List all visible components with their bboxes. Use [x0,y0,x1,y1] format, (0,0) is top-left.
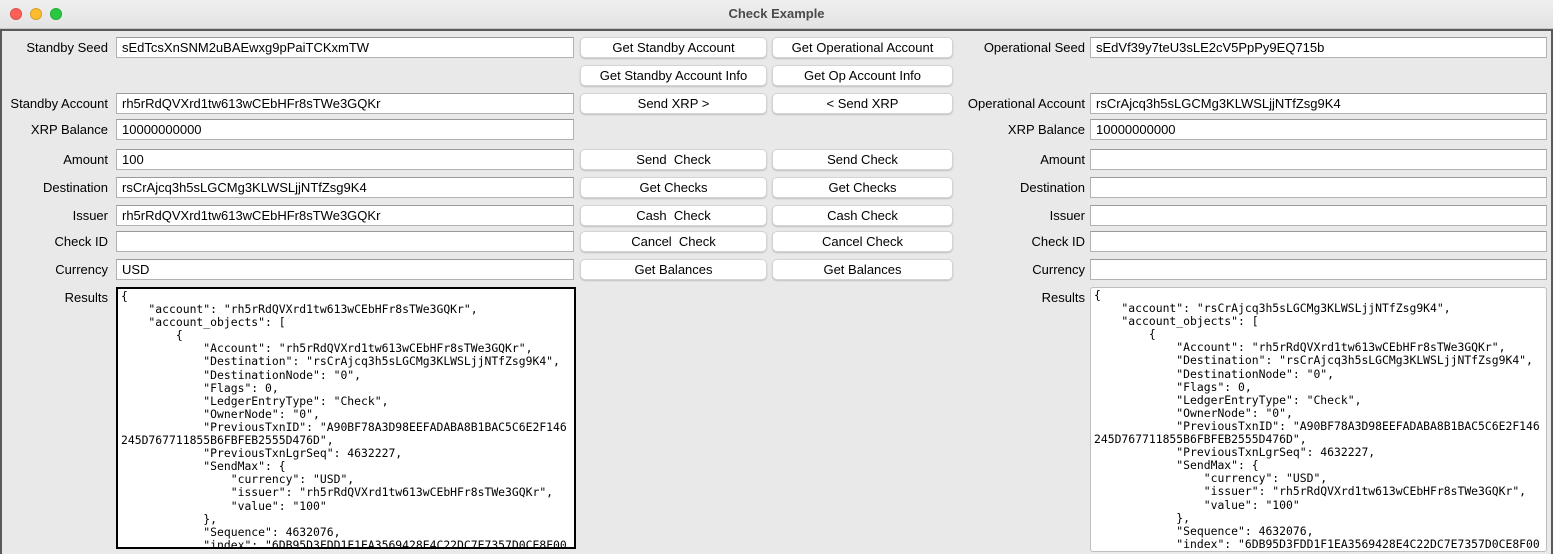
standby-xrp-balance-label: XRP Balance [30,122,108,137]
get-op-account-info-button[interactable]: Get Op Account Info [772,65,953,86]
standby-account-label: Standby Account [10,96,108,111]
operational-seed-label: Operational Seed [983,40,1085,55]
op-cancel-check-button[interactable]: Cancel Check [772,231,953,252]
titlebar: Check Example [0,0,1553,29]
op-cash-check-button[interactable]: Cash Check [772,205,953,226]
operational-check-id-input[interactable] [1090,231,1547,252]
operational-xrp-balance-label: XRP Balance [1007,122,1085,137]
send-xrp-left-button[interactable]: < Send XRP [772,93,953,114]
standby-issuer-label: Issuer [72,208,108,223]
standby-amount-label: Amount [63,152,108,167]
standby-seed-input[interactable] [116,37,574,58]
operational-results-label: Results [1041,290,1085,305]
minimize-button[interactable] [30,8,42,20]
get-operational-account-button[interactable]: Get Operational Account [772,37,953,58]
standby-get-checks-button[interactable]: Get Checks [580,177,767,198]
standby-get-balances-button[interactable]: Get Balances [580,259,767,280]
operational-currency-label: Currency [1032,262,1085,277]
operational-account-label: Operational Account [967,96,1085,111]
standby-send-check-button[interactable]: Send Check [580,149,767,170]
send-xrp-right-button[interactable]: Send XRP > [580,93,767,114]
operational-issuer-label: Issuer [1049,208,1085,223]
operational-amount-label: Amount [1040,152,1085,167]
operational-results-textarea[interactable]: { "account": "rsCrAjcq3h5sLGCMg3KLWSLjjN… [1090,287,1547,552]
operational-issuer-input[interactable] [1090,205,1547,226]
standby-destination-input[interactable] [116,177,574,198]
standby-results-text: { "account": "rh5rRdQVXrd1tw613wCEbHFr8s… [121,289,567,549]
close-button[interactable] [10,8,22,20]
operational-currency-input[interactable] [1090,259,1547,280]
standby-results-label: Results [64,290,108,305]
operational-check-id-label: Check ID [1031,234,1085,249]
standby-cancel-check-button[interactable]: Cancel Check [580,231,767,252]
standby-account-input[interactable] [116,93,574,114]
zoom-button[interactable] [50,8,62,20]
operational-account-input[interactable] [1090,93,1547,114]
get-standby-account-info-button[interactable]: Get Standby Account Info [580,65,767,86]
standby-xrp-balance-input[interactable] [116,119,574,140]
operational-xrp-balance-input[interactable] [1090,119,1547,140]
standby-currency-input[interactable] [116,259,574,280]
operational-seed-input[interactable] [1090,37,1547,58]
operational-destination-label: Destination [1019,180,1085,195]
op-get-balances-button[interactable]: Get Balances [772,259,953,280]
op-get-checks-button[interactable]: Get Checks [772,177,953,198]
standby-results-textarea[interactable]: { "account": "rh5rRdQVXrd1tw613wCEbHFr8s… [116,287,576,549]
standby-seed-label: Standby Seed [26,40,108,55]
window-title: Check Example [728,6,825,21]
standby-check-id-label: Check ID [54,234,108,249]
operational-destination-input[interactable] [1090,177,1547,198]
standby-issuer-input[interactable] [116,205,574,226]
standby-amount-input[interactable] [116,149,574,170]
op-send-check-button[interactable]: Send Check [772,149,953,170]
traffic-lights [10,8,62,20]
operational-results-text: { "account": "rsCrAjcq3h5sLGCMg3KLWSLjjN… [1094,288,1540,551]
standby-check-id-input[interactable] [116,231,574,252]
standby-currency-label: Currency [55,262,108,277]
standby-cash-check-button[interactable]: Cash Check [580,205,767,226]
standby-destination-label: Destination [42,180,108,195]
operational-amount-input[interactable] [1090,149,1547,170]
get-standby-account-button[interactable]: Get Standby Account [580,37,767,58]
